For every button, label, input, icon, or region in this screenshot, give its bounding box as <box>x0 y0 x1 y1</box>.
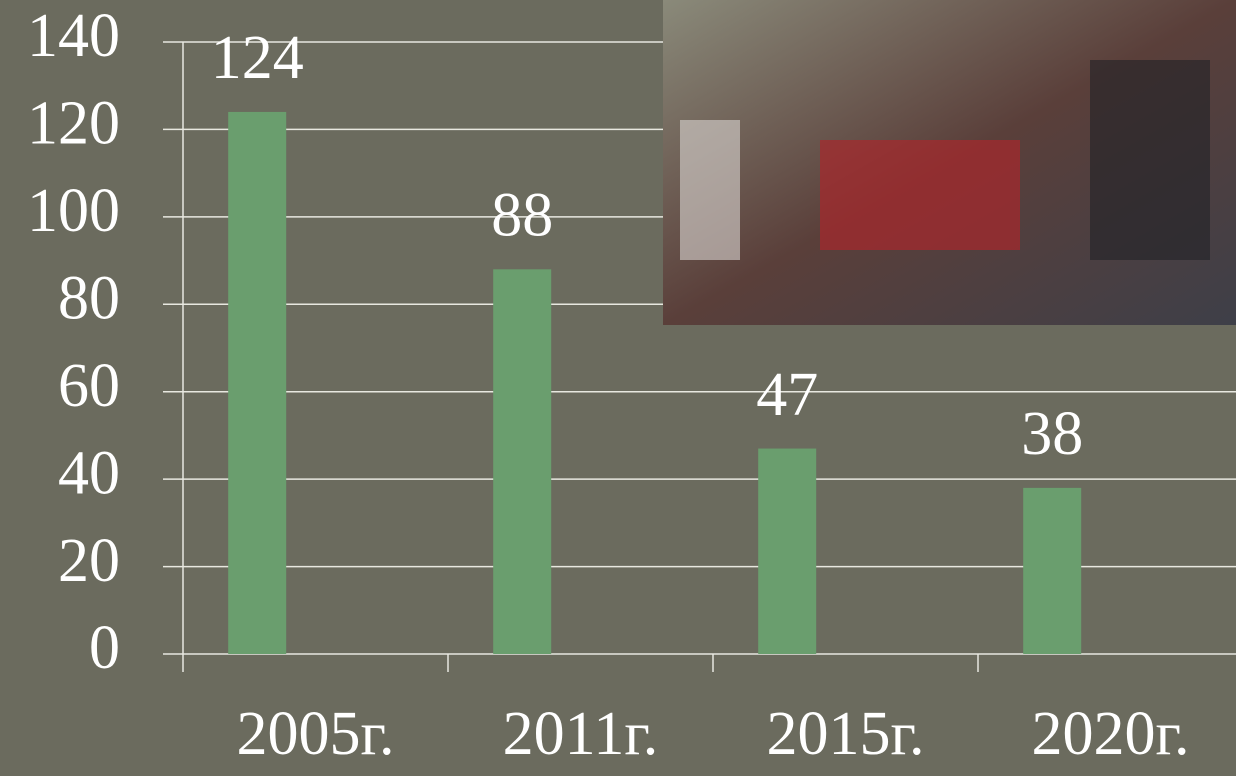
x-tick-label: 2011г. <box>503 700 659 768</box>
bar <box>493 269 552 654</box>
bar <box>228 111 287 654</box>
y-tick-label: 40 <box>58 439 120 507</box>
data-label: 124 <box>211 24 304 92</box>
data-label: 47 <box>756 361 818 429</box>
x-tick-label: 2020г. <box>1032 700 1190 768</box>
x-tick-label: 2015г. <box>767 700 925 768</box>
y-tick-label: 80 <box>58 265 120 333</box>
y-tick-label: 140 <box>27 2 120 70</box>
x-tick-label: 2005г. <box>237 700 395 768</box>
y-tick-label: 60 <box>58 352 120 420</box>
bar <box>758 448 817 654</box>
photo <box>663 0 1236 325</box>
y-tick-label: 20 <box>58 527 120 595</box>
y-tick-label: 0 <box>89 614 120 682</box>
data-label: 38 <box>1021 400 1083 468</box>
data-label: 88 <box>491 182 553 250</box>
y-tick-label: 100 <box>27 177 120 245</box>
bar <box>1023 487 1082 654</box>
y-tick-label: 120 <box>27 90 120 158</box>
